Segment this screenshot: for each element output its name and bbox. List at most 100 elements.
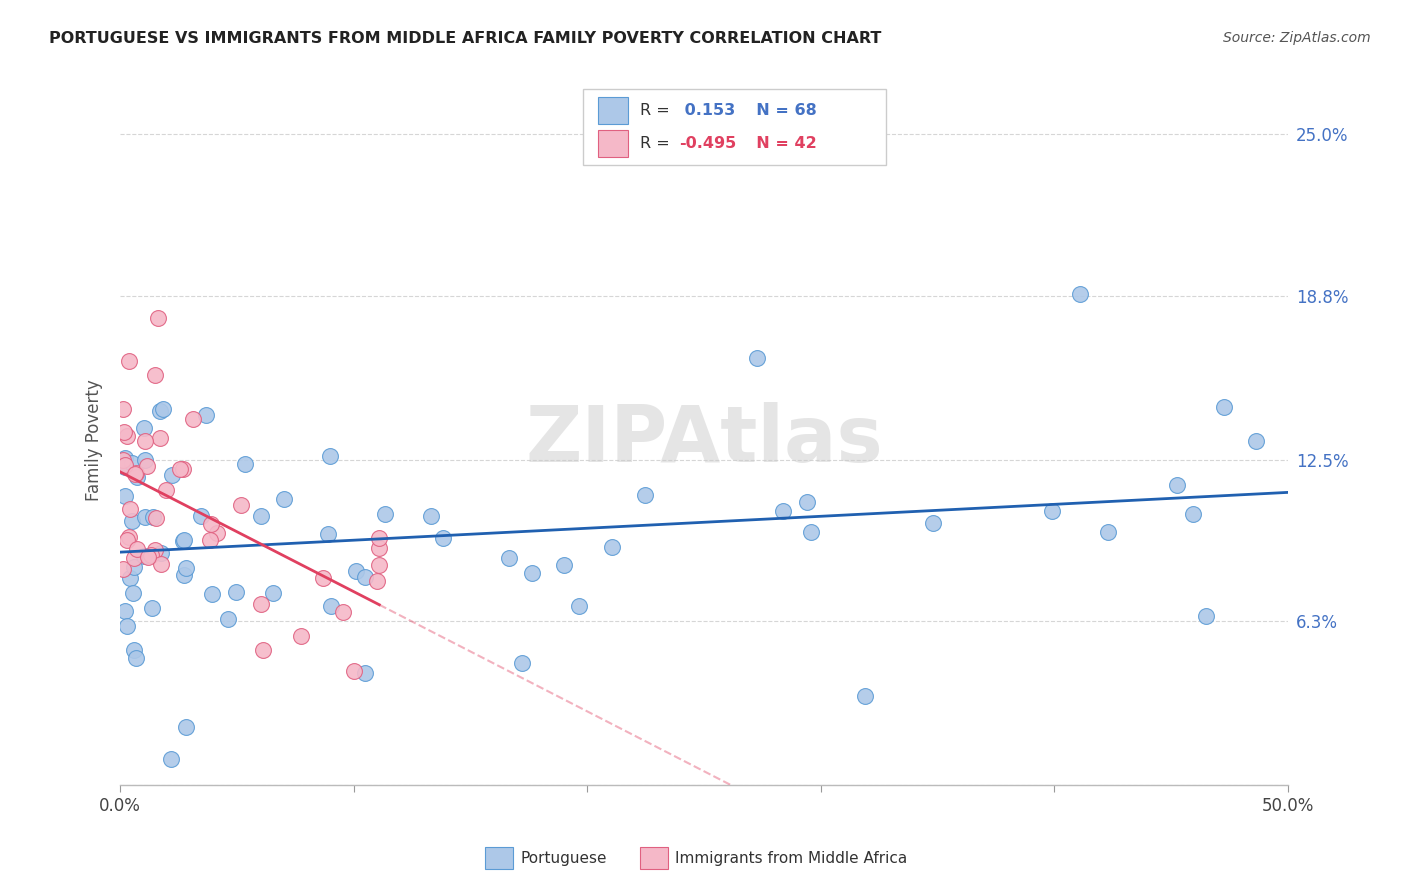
Point — [121, 514, 143, 528]
Point — [368, 558, 391, 572]
Point — [127, 542, 149, 557]
Point — [354, 666, 377, 681]
Point — [772, 503, 794, 517]
Point — [367, 541, 389, 555]
Point — [432, 532, 454, 546]
Point — [229, 498, 252, 512]
Point — [1181, 508, 1204, 522]
Point — [155, 483, 177, 497]
Point — [198, 533, 221, 547]
Point — [132, 421, 155, 435]
Text: 0.153: 0.153 — [679, 103, 735, 118]
Text: ZIPAtlas: ZIPAtlas — [524, 402, 883, 478]
Point — [1244, 434, 1267, 449]
Point — [344, 565, 367, 579]
Point — [125, 470, 148, 484]
Point — [1195, 608, 1218, 623]
Point — [201, 587, 224, 601]
Point — [319, 449, 342, 463]
Point — [747, 351, 769, 365]
Point — [134, 452, 156, 467]
Point — [233, 457, 256, 471]
Point — [172, 533, 194, 548]
Point — [114, 460, 136, 475]
Point — [124, 650, 146, 665]
Point — [634, 488, 657, 502]
Point — [143, 368, 166, 382]
Point — [498, 550, 520, 565]
Point — [290, 629, 312, 643]
Point — [134, 549, 156, 564]
Point — [172, 461, 194, 475]
Point — [120, 501, 142, 516]
Point — [150, 558, 173, 572]
Y-axis label: Family Poverty: Family Poverty — [86, 379, 103, 501]
Point — [1097, 524, 1119, 539]
Point — [190, 508, 212, 523]
Point — [173, 533, 195, 548]
Point — [796, 495, 818, 509]
Text: -0.495: -0.495 — [679, 136, 737, 152]
Point — [183, 412, 205, 426]
Point — [510, 656, 533, 670]
Point — [169, 462, 191, 476]
Text: Immigrants from Middle Africa: Immigrants from Middle Africa — [675, 851, 907, 865]
Point — [200, 517, 222, 532]
Point — [1040, 504, 1063, 518]
Point — [262, 585, 284, 599]
Point — [1166, 477, 1188, 491]
Point — [135, 458, 157, 473]
Point — [149, 545, 172, 559]
Point — [374, 508, 396, 522]
Point — [420, 508, 443, 523]
Point — [114, 604, 136, 618]
Point — [520, 566, 543, 581]
Point — [173, 568, 195, 582]
Point — [250, 509, 273, 524]
Point — [159, 752, 181, 766]
Text: Portuguese: Portuguese — [520, 851, 607, 865]
Point — [112, 452, 135, 467]
Point — [853, 689, 876, 703]
Point — [312, 571, 335, 585]
Text: N = 68: N = 68 — [745, 103, 817, 118]
Point — [1069, 287, 1091, 301]
Point — [122, 586, 145, 600]
Point — [138, 549, 160, 564]
Point — [160, 468, 183, 483]
Point — [922, 516, 945, 530]
Point — [120, 571, 142, 585]
Point — [800, 524, 823, 539]
Point — [195, 408, 218, 422]
Point — [149, 431, 172, 445]
Point — [122, 642, 145, 657]
Point — [273, 491, 295, 506]
Point — [152, 401, 174, 416]
Point — [1213, 401, 1236, 415]
Point — [250, 597, 273, 611]
Point — [217, 612, 239, 626]
Text: R =: R = — [640, 136, 675, 152]
Text: Source: ZipAtlas.com: Source: ZipAtlas.com — [1223, 31, 1371, 45]
Point — [146, 310, 169, 325]
Point — [112, 562, 135, 576]
Point — [600, 540, 623, 554]
Point — [122, 551, 145, 566]
Point — [121, 456, 143, 470]
Point — [354, 570, 377, 584]
Point — [145, 511, 167, 525]
Point — [252, 643, 274, 657]
Point — [118, 354, 141, 368]
Point — [115, 533, 138, 548]
Point — [318, 527, 340, 541]
Point — [122, 560, 145, 574]
Point — [149, 404, 172, 418]
Point — [115, 619, 138, 633]
Point — [114, 458, 136, 473]
Point — [142, 510, 165, 524]
Point — [114, 489, 136, 503]
Text: N = 42: N = 42 — [745, 136, 817, 152]
Point — [141, 600, 163, 615]
Text: PORTUGUESE VS IMMIGRANTS FROM MIDDLE AFRICA FAMILY POVERTY CORRELATION CHART: PORTUGUESE VS IMMIGRANTS FROM MIDDLE AFR… — [49, 31, 882, 46]
Point — [568, 599, 591, 613]
